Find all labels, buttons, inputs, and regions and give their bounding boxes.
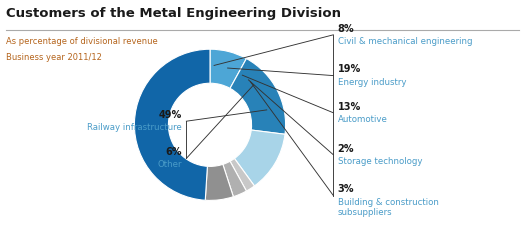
Text: As percentage of divisional revenue: As percentage of divisional revenue: [6, 37, 158, 46]
Text: Customers of the Metal Engineering Division: Customers of the Metal Engineering Divis…: [6, 7, 341, 20]
Text: 13%: 13%: [338, 102, 361, 112]
Text: 49%: 49%: [159, 110, 182, 120]
Text: Energy industry: Energy industry: [338, 78, 406, 86]
Wedge shape: [235, 130, 285, 186]
Wedge shape: [223, 161, 246, 197]
Text: 3%: 3%: [338, 184, 354, 194]
Text: Storage technology: Storage technology: [338, 157, 422, 166]
Text: Railway infrastructure: Railway infrastructure: [88, 123, 182, 132]
Text: Automotive: Automotive: [338, 115, 387, 124]
Wedge shape: [230, 158, 255, 191]
Text: Civil & mechanical engineering: Civil & mechanical engineering: [338, 37, 472, 46]
Text: Building & construction
subsuppliers: Building & construction subsuppliers: [338, 198, 438, 217]
Text: Other: Other: [158, 160, 182, 169]
Text: 19%: 19%: [338, 64, 361, 74]
Wedge shape: [205, 164, 233, 200]
Text: 6%: 6%: [166, 147, 182, 157]
Text: 8%: 8%: [338, 24, 354, 34]
Wedge shape: [230, 59, 286, 134]
Text: 2%: 2%: [338, 144, 354, 154]
Wedge shape: [210, 49, 246, 88]
Wedge shape: [134, 49, 210, 200]
Text: Business year 2011/12: Business year 2011/12: [6, 53, 102, 62]
